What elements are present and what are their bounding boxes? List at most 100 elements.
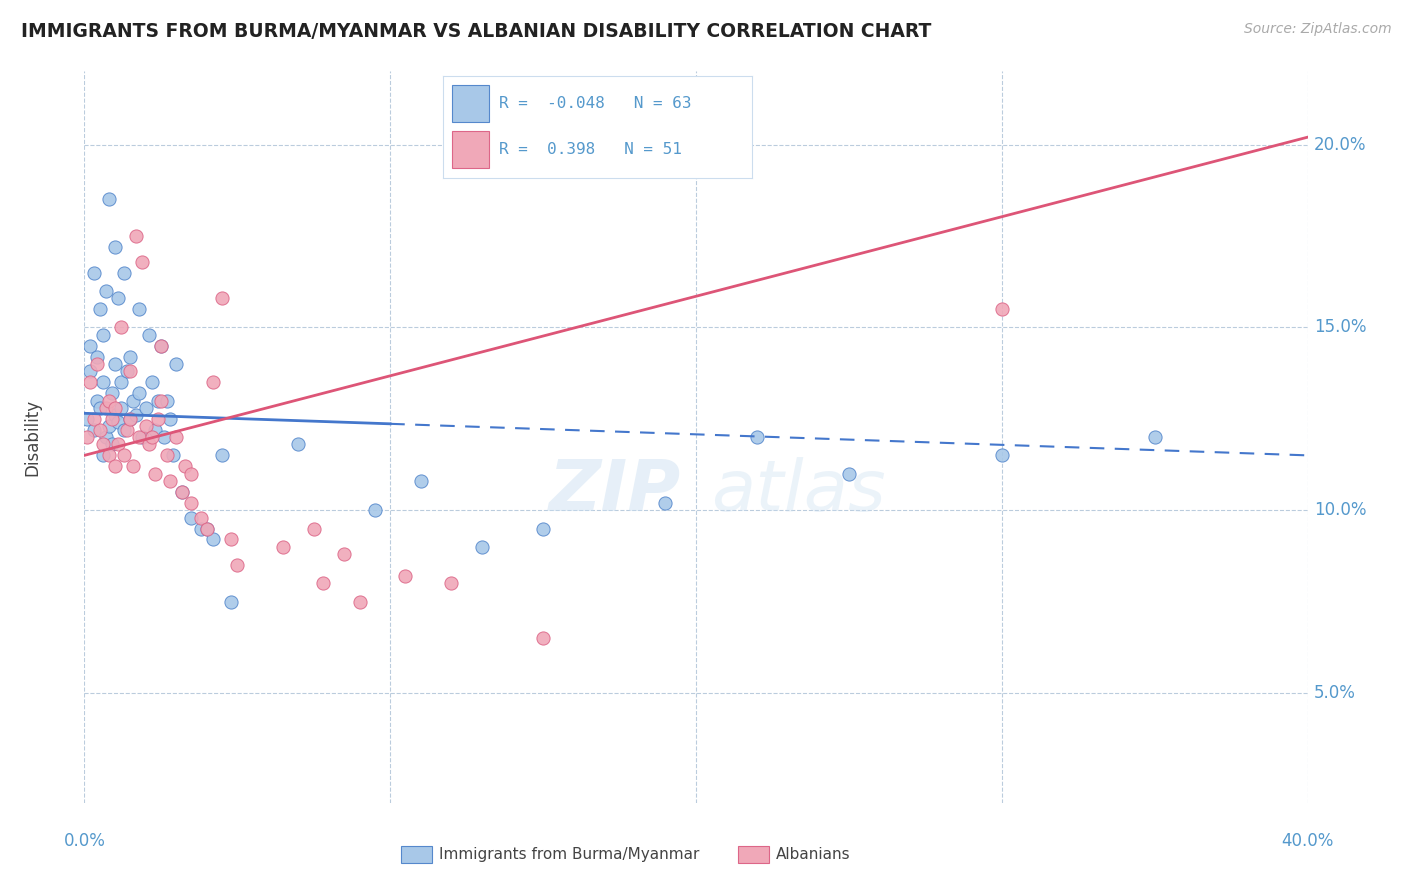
Point xyxy=(226,558,249,573)
Point xyxy=(174,459,197,474)
Point xyxy=(172,485,194,500)
Point xyxy=(110,320,132,334)
Text: 10.0%: 10.0% xyxy=(1313,501,1367,519)
Text: Source: ZipAtlas.com: Source: ZipAtlas.com xyxy=(1244,22,1392,37)
Point xyxy=(271,540,294,554)
Point xyxy=(531,632,554,646)
Point xyxy=(122,459,145,474)
Text: atlas: atlas xyxy=(711,458,886,526)
Point xyxy=(89,423,111,437)
Text: Disability: Disability xyxy=(24,399,42,475)
Point xyxy=(91,327,114,342)
Point xyxy=(1143,430,1166,444)
Point xyxy=(89,302,111,317)
Point xyxy=(120,364,142,378)
Point xyxy=(302,521,325,535)
Point xyxy=(409,474,432,488)
Point xyxy=(86,350,108,364)
Point xyxy=(115,423,138,437)
Point xyxy=(125,408,148,422)
Point xyxy=(180,510,202,524)
Point xyxy=(97,192,120,206)
Point xyxy=(156,393,179,408)
Point xyxy=(97,393,120,408)
Point xyxy=(110,375,132,389)
Point xyxy=(211,448,233,462)
Point xyxy=(91,448,114,462)
Point xyxy=(180,467,202,481)
Point xyxy=(172,485,194,500)
Point xyxy=(83,266,105,280)
Point xyxy=(104,357,127,371)
Point xyxy=(471,540,494,554)
Point xyxy=(83,423,105,437)
Point xyxy=(165,430,187,444)
Point xyxy=(143,423,166,437)
Text: 20.0%: 20.0% xyxy=(1313,136,1367,153)
Point xyxy=(91,375,114,389)
Point xyxy=(112,423,135,437)
Point xyxy=(838,467,860,481)
Point xyxy=(76,412,98,426)
Point xyxy=(112,266,135,280)
Text: Albanians: Albanians xyxy=(776,847,851,862)
Point xyxy=(107,416,129,430)
Point xyxy=(190,510,212,524)
Point xyxy=(128,386,150,401)
Point xyxy=(76,430,98,444)
Point xyxy=(146,412,169,426)
Point xyxy=(112,448,135,462)
Point xyxy=(747,430,769,444)
Point xyxy=(135,419,157,434)
Point xyxy=(195,521,218,535)
Point xyxy=(125,229,148,244)
Point xyxy=(79,364,101,378)
Point xyxy=(97,448,120,462)
Text: 0.0%: 0.0% xyxy=(63,832,105,850)
Point xyxy=(120,350,142,364)
Point xyxy=(141,375,163,389)
Point xyxy=(312,576,335,591)
Text: R =  0.398   N = 51: R = 0.398 N = 51 xyxy=(499,142,682,157)
Point xyxy=(190,521,212,535)
Text: IMMIGRANTS FROM BURMA/MYANMAR VS ALBANIAN DISABILITY CORRELATION CHART: IMMIGRANTS FROM BURMA/MYANMAR VS ALBANIA… xyxy=(21,22,931,41)
Point xyxy=(180,496,202,510)
Point xyxy=(138,437,160,451)
Point xyxy=(110,401,132,415)
Point xyxy=(146,393,169,408)
Point xyxy=(349,594,371,608)
Point xyxy=(991,302,1014,317)
Text: R =  -0.048   N = 63: R = -0.048 N = 63 xyxy=(499,95,692,111)
Point xyxy=(131,430,153,444)
Point xyxy=(165,357,187,371)
Point xyxy=(131,254,153,268)
Point xyxy=(104,408,127,422)
Point xyxy=(79,338,101,352)
Point xyxy=(94,430,117,444)
Point xyxy=(97,419,120,434)
Point xyxy=(153,430,176,444)
Point xyxy=(287,437,309,451)
Text: 15.0%: 15.0% xyxy=(1313,318,1367,336)
Text: ZIP: ZIP xyxy=(548,458,681,526)
Point xyxy=(201,533,224,547)
Point xyxy=(135,401,157,415)
Point xyxy=(79,375,101,389)
Point xyxy=(107,437,129,451)
Point xyxy=(149,338,172,352)
Bar xyxy=(453,131,489,168)
Point xyxy=(89,401,111,415)
Point xyxy=(149,393,172,408)
Point xyxy=(211,291,233,305)
Point xyxy=(107,291,129,305)
Point xyxy=(141,430,163,444)
Point xyxy=(115,364,138,378)
Point xyxy=(159,474,181,488)
Point xyxy=(101,412,124,426)
Point xyxy=(120,412,142,426)
Point xyxy=(156,448,179,462)
Point xyxy=(94,284,117,298)
Point xyxy=(86,357,108,371)
Point xyxy=(162,448,184,462)
Point xyxy=(128,430,150,444)
